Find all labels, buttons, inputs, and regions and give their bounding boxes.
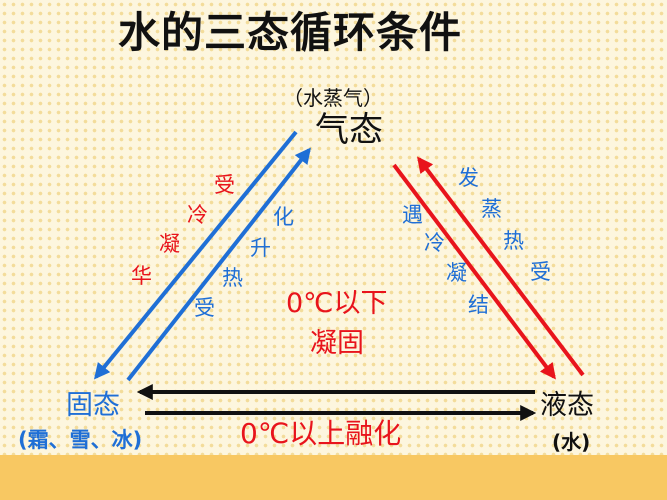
sublimation-char: 升 xyxy=(250,236,271,260)
deposition-char: 受 xyxy=(214,173,235,197)
condensation-char: 凝 xyxy=(446,261,467,285)
solid-note: (霜、雪、冰) xyxy=(18,428,143,452)
evaporation-char: 发 xyxy=(458,166,479,190)
deposition-arrow xyxy=(93,130,298,380)
gas-note: （水蒸气） xyxy=(283,86,383,110)
evaporation-char: 受 xyxy=(530,260,551,284)
freezing-label: 凝固 xyxy=(310,328,364,359)
sublimation-arrow xyxy=(126,147,311,382)
sublimation-char: 热 xyxy=(222,266,243,290)
condensation-char: 结 xyxy=(468,293,489,317)
condensation-char: 冷 xyxy=(424,231,445,255)
deposition-char: 凝 xyxy=(159,232,180,256)
solid-label: 固态 xyxy=(66,390,120,421)
liquid-note: (水) xyxy=(552,430,591,454)
liquid-label: 液态 xyxy=(540,390,594,421)
ground-band xyxy=(0,455,667,500)
page-title: 水的三态循环条件 xyxy=(118,8,463,57)
condensation-arrow xyxy=(392,163,556,380)
evaporation-char: 蒸 xyxy=(481,197,502,221)
freezing-condition: 0℃以下 xyxy=(286,288,388,319)
evaporation-char: 热 xyxy=(503,229,524,253)
sublimation-char: 化 xyxy=(273,205,294,229)
melting-label: 0℃以上融化 xyxy=(240,417,402,450)
condensation-char: 遇 xyxy=(402,203,423,227)
deposition-char: 冷 xyxy=(187,203,208,227)
deposition-char: 华 xyxy=(131,264,152,288)
evaporation-arrow xyxy=(417,156,585,377)
gas-label: 气态 xyxy=(315,110,383,150)
sublimation-char: 受 xyxy=(194,296,215,320)
